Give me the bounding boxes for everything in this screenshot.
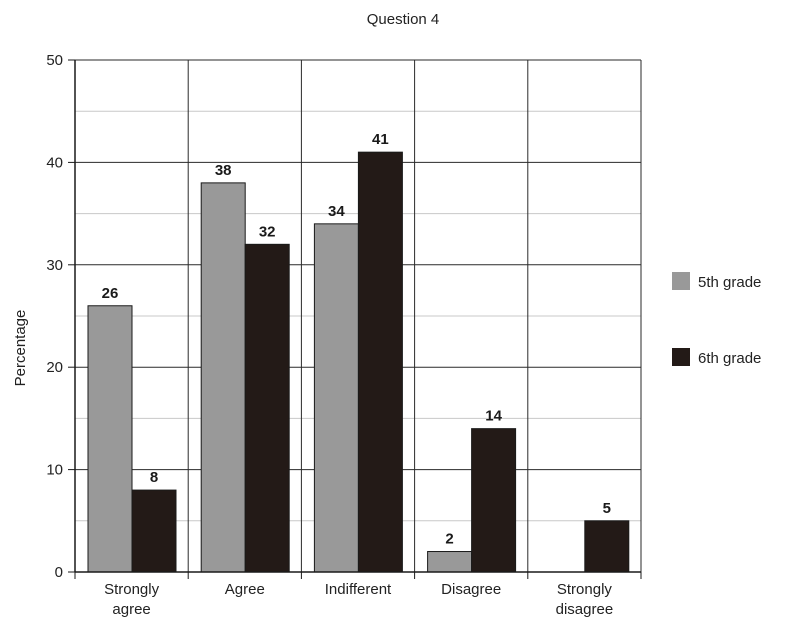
legend-swatch: [672, 272, 690, 290]
legend-label: 5th grade: [698, 274, 761, 291]
data-label: 26: [102, 285, 119, 302]
legend-swatch: [672, 348, 690, 366]
data-label: 38: [215, 162, 232, 179]
y-tick-label: 30: [46, 257, 63, 274]
data-label: 14: [485, 408, 502, 425]
bar: [584, 520, 630, 573]
data-label: 8: [150, 469, 158, 486]
x-tick-label: disagree: [556, 601, 614, 618]
x-tick-label: agree: [112, 601, 150, 618]
bar: [244, 243, 290, 573]
bar: [427, 551, 473, 573]
bar: [313, 223, 359, 573]
x-tick-label: Strongly: [104, 581, 160, 598]
y-tick-label: 50: [46, 52, 63, 69]
y-tick-label: 40: [46, 154, 63, 171]
data-label: 34: [328, 203, 345, 220]
y-tick-label: 20: [46, 359, 63, 376]
data-label: 41: [372, 131, 389, 148]
bars: 26 8 38 32 34 41 2 14 5: [87, 131, 630, 573]
bar: [131, 489, 177, 573]
x-tick-label: Disagree: [441, 581, 501, 598]
y-tick-label: 10: [46, 462, 63, 479]
data-label: 2: [445, 531, 453, 548]
x-tick-label: Indifferent: [325, 581, 392, 598]
y-axis-label: Percentage: [12, 310, 29, 387]
x-tick-label: Agree: [225, 581, 265, 598]
bar: [200, 182, 246, 573]
legend: 5th grade 6th grade: [672, 272, 761, 367]
data-label: 5: [603, 500, 611, 517]
chart-title: Question 4: [367, 11, 440, 28]
bar: [471, 428, 517, 573]
y-tick-label: 0: [55, 564, 63, 581]
legend-label: 6th grade: [698, 350, 761, 367]
x-tick-label: Strongly: [557, 581, 613, 598]
bar: [357, 151, 403, 573]
data-label: 32: [259, 223, 276, 240]
bar: [87, 305, 133, 573]
axes: 0 10 20 30 40 50 Strongly agree Agree Indifferent…: [46, 52, 642, 618]
